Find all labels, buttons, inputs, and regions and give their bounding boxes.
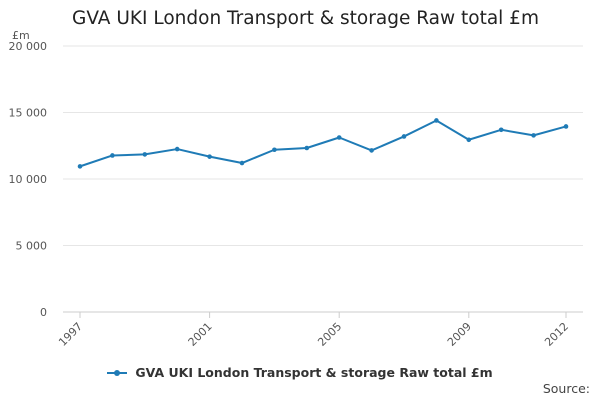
x-tick-label: 2005 bbox=[315, 320, 344, 349]
data-point bbox=[207, 154, 212, 159]
data-point bbox=[142, 152, 148, 157]
data-point bbox=[563, 124, 569, 129]
y-tick-label: 20 000 bbox=[9, 40, 48, 53]
data-point bbox=[466, 137, 472, 143]
data-point bbox=[77, 164, 83, 169]
data-point bbox=[239, 160, 245, 166]
x-tick-label: 2009 bbox=[445, 320, 474, 349]
data-point bbox=[531, 133, 536, 138]
x-tick-label: 2012 bbox=[542, 320, 571, 349]
y-tick-label: 10 000 bbox=[9, 173, 48, 186]
data-point bbox=[434, 118, 439, 123]
y-tick-label: 15 000 bbox=[9, 107, 48, 120]
series-line bbox=[79, 119, 567, 168]
data-point bbox=[369, 148, 374, 153]
source-label: Source: bbox=[542, 381, 590, 396]
data-point bbox=[498, 127, 504, 133]
data-point bbox=[174, 146, 180, 152]
x-tick-label: 2001 bbox=[186, 320, 215, 349]
data-point bbox=[272, 147, 277, 153]
legend-line-marker-icon bbox=[107, 368, 128, 378]
data-point bbox=[304, 145, 310, 151]
data-point bbox=[401, 134, 407, 139]
data-point bbox=[336, 135, 342, 140]
chart-title: GVA UKI London Transport & storage Raw t… bbox=[72, 8, 539, 29]
data-point bbox=[110, 153, 115, 158]
y-tick-label: 5 000 bbox=[16, 240, 48, 253]
y-tick-label: 0 bbox=[40, 306, 47, 319]
x-tick-label: 1997 bbox=[56, 320, 85, 349]
y-axis-unit-label: £m bbox=[12, 29, 30, 42]
legend-series-label: GVA UKI London Transport & storage Raw t… bbox=[135, 365, 493, 380]
chart-legend[interactable]: GVA UKI London Transport & storage Raw t… bbox=[0, 364, 600, 380]
